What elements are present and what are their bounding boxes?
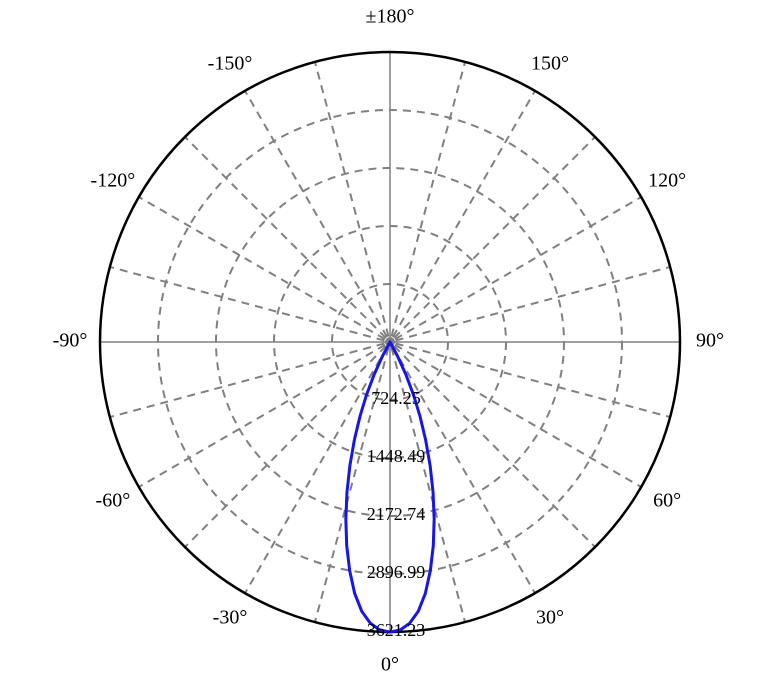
grid-spoke <box>245 91 387 337</box>
grid-spoke <box>139 345 385 487</box>
angle-label: ±180° <box>366 6 415 28</box>
grid-spoke <box>393 347 535 593</box>
angle-label: 150° <box>531 52 569 74</box>
polar-chart: 0° 30° 60° 90° 120° 150° ±180° -150° -120° -90° -6… <box>0 0 769 685</box>
radial-label: 3621.23 <box>367 620 426 640</box>
radial-label: 2172.74 <box>367 504 426 524</box>
angle-label: 30° <box>536 607 564 629</box>
grid-spoke <box>396 267 671 341</box>
grid-spoke <box>395 345 641 487</box>
angle-label: 90° <box>696 330 724 352</box>
angle-label: 120° <box>648 170 686 192</box>
grid-spoke <box>139 197 385 339</box>
angle-label: 60° <box>653 490 681 512</box>
grid-spoke <box>315 62 389 337</box>
grid-spoke <box>185 346 386 547</box>
grid-spoke <box>395 197 641 339</box>
grid-spoke <box>110 344 385 418</box>
grid-spoke <box>396 344 671 418</box>
grid-spoke <box>245 347 387 593</box>
grid-spoke <box>185 137 386 338</box>
angle-label: -30° <box>213 607 248 629</box>
grid-spoke <box>110 267 385 341</box>
radial-label: 2896.99 <box>367 562 426 582</box>
angle-label: -150° <box>208 52 253 74</box>
angle-label: 0° <box>381 654 399 676</box>
grid-spoke <box>392 62 466 337</box>
radial-label: 1448.49 <box>367 446 426 466</box>
radial-labels: 724.25 1448.49 2172.74 2896.99 3621.23 <box>367 388 426 640</box>
angle-label: -120° <box>91 170 136 192</box>
angle-label: -60° <box>96 490 131 512</box>
radial-label: 724.25 <box>371 388 421 408</box>
grid-spoke <box>394 137 595 338</box>
angle-label: -90° <box>53 330 88 352</box>
grid-spoke <box>393 91 535 337</box>
